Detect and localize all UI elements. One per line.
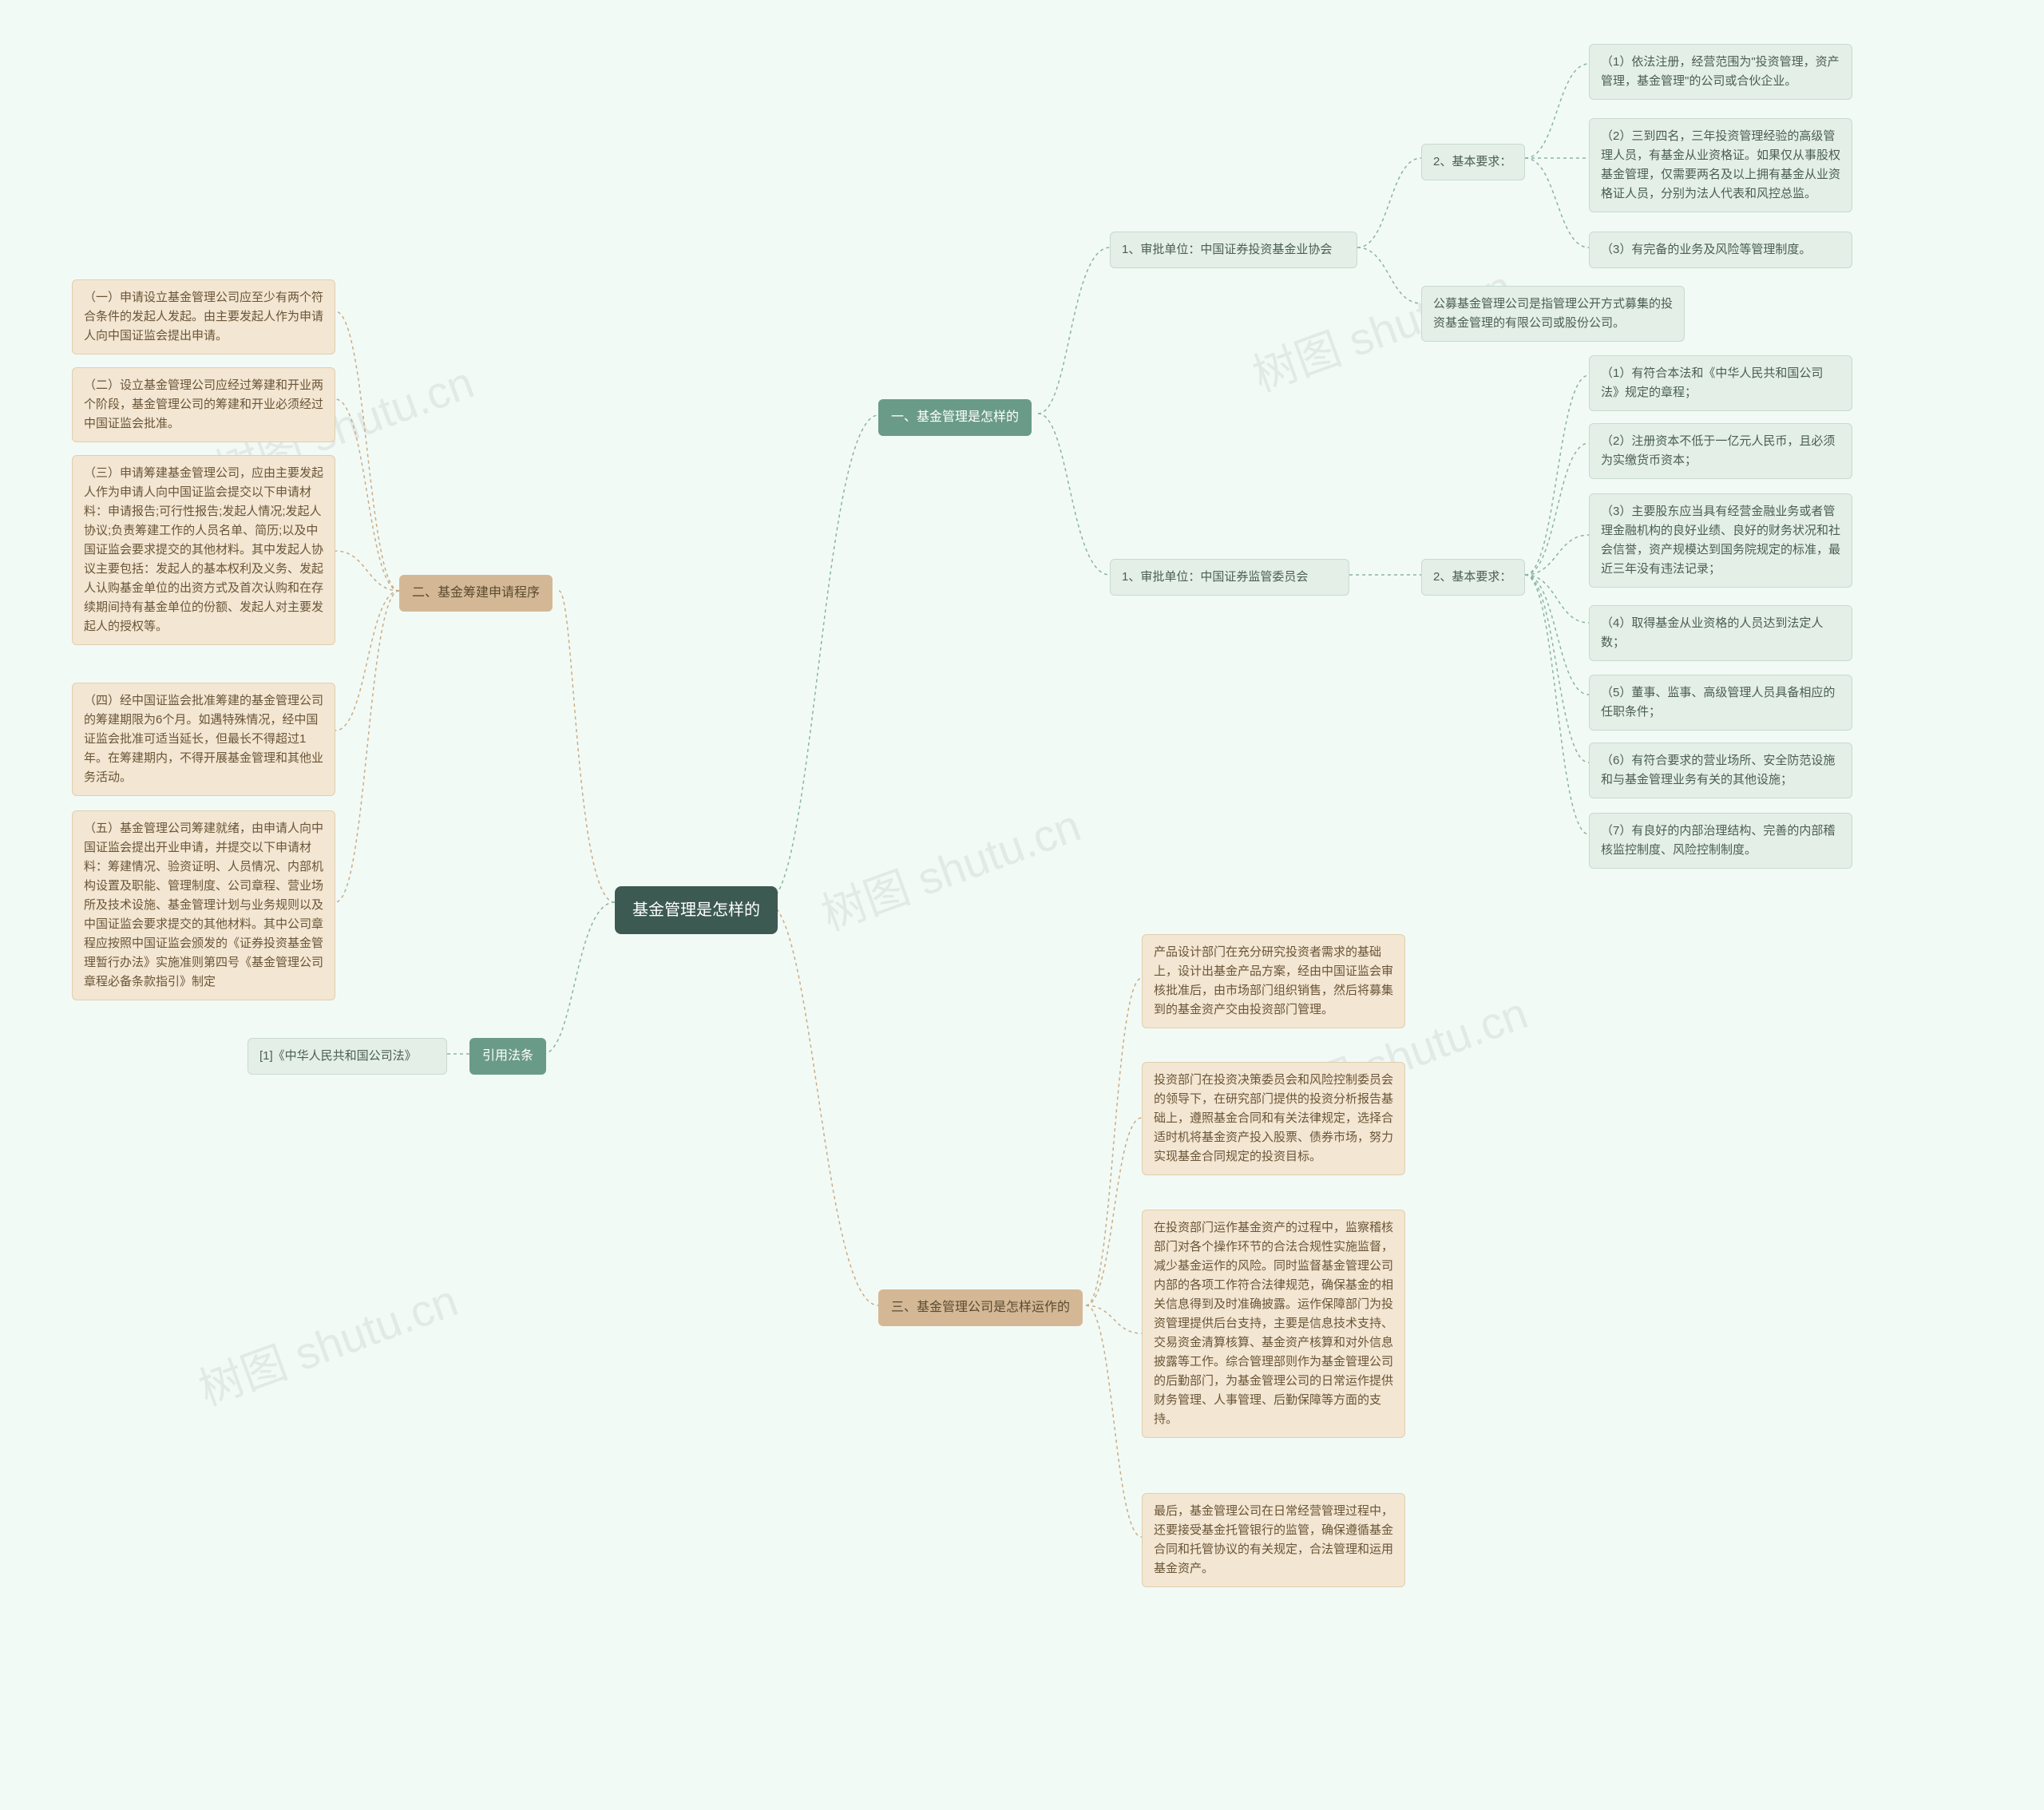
node-s2-a: （一）申请设立基金管理公司应至少有两个符合条件的发起人发起。由主要发起人作为申请… [72, 279, 335, 354]
node-s1-2-req-b: （2）注册资本不低于一亿元人民币，且必须为实缴货币资本； [1589, 423, 1852, 479]
node-s1-1-req-a: （1）依法注册，经营范围为"投资管理，资产管理，基金管理"的公司或合伙企业。 [1589, 44, 1852, 100]
node-s1-1-req-b: （2）三到四名，三年投资管理经验的高级管理人员，有基金从业资格证。如果仅从事股权… [1589, 118, 1852, 212]
node-s2-c: （三）申请筹建基金管理公司，应由主要发起人作为申请人向中国证监会提交以下申请材料… [72, 455, 335, 645]
node-s1-2-req-g: （7）有良好的内部治理结构、完善的内部稽核监控制度、风险控制制度。 [1589, 813, 1852, 869]
node-ref-a: [1]《中华人民共和国公司法》 [248, 1038, 447, 1075]
node-s1-2-req-a: （1）有符合本法和《中华人民共和国公司法》规定的章程； [1589, 355, 1852, 411]
node-s1-2-req-d: （4）取得基金从业资格的人员达到法定人数； [1589, 605, 1852, 661]
node-s3-c: 在投资部门运作基金资产的过程中，监察稽核部门对各个操作环节的合法合规性实施监督，… [1142, 1210, 1405, 1438]
branch-ref[interactable]: 引用法条 [469, 1038, 546, 1075]
branch-s3[interactable]: 三、基金管理公司是怎样运作的 [878, 1289, 1083, 1326]
node-s1-2-req[interactable]: 2、基本要求： [1421, 559, 1525, 596]
node-s1-2-req-c: （3）主要股东应当具有经营金融业务或者管理金融机构的良好业绩、良好的财务状况和社… [1589, 493, 1852, 588]
node-s1-1-note: 公募基金管理公司是指管理公开方式募集的投资基金管理的有限公司或股份公司。 [1421, 286, 1685, 342]
node-s3-a: 产品设计部门在充分研究投资者需求的基础上，设计出基金产品方案，经由中国证监会审核… [1142, 934, 1405, 1028]
node-s1-1[interactable]: 1、审批单位：中国证券投资基金业协会 [1110, 232, 1357, 268]
node-s3-d: 最后，基金管理公司在日常经营管理过程中，还要接受基金托管银行的监管，确保遵循基金… [1142, 1493, 1405, 1587]
branch-s2[interactable]: 二、基金筹建申请程序 [399, 575, 553, 612]
node-s2-e: （五）基金管理公司筹建就绪，由申请人向中国证监会提出开业申请，并提交以下申请材料… [72, 810, 335, 1000]
node-s1-2[interactable]: 1、审批单位：中国证券监管委员会 [1110, 559, 1349, 596]
node-s2-b: （二）设立基金管理公司应经过筹建和开业两个阶段，基金管理公司的筹建和开业必须经过… [72, 367, 335, 442]
root-node[interactable]: 基金管理是怎样的 [615, 886, 778, 934]
node-s3-b: 投资部门在投资决策委员会和风险控制委员会的领导下，在研究部门提供的投资分析报告基… [1142, 1062, 1405, 1175]
branch-s1[interactable]: 一、基金管理是怎样的 [878, 399, 1032, 436]
node-s2-d: （四）经中国证监会批准筹建的基金管理公司的筹建期限为6个月。如遇特殊情况，经中国… [72, 683, 335, 796]
watermark: 树图 shutu.cn [811, 790, 1088, 943]
node-s1-1-req[interactable]: 2、基本要求： [1421, 144, 1525, 180]
node-s1-2-req-f: （6）有符合要求的营业场所、安全防范设施和与基金管理业务有关的其他设施； [1589, 743, 1852, 798]
node-s1-2-req-e: （5）董事、监事、高级管理人员具备相应的任职条件； [1589, 675, 1852, 731]
node-s1-1-req-c: （3）有完备的业务及风险等管理制度。 [1589, 232, 1852, 268]
watermark: 树图 shutu.cn [188, 1265, 465, 1418]
